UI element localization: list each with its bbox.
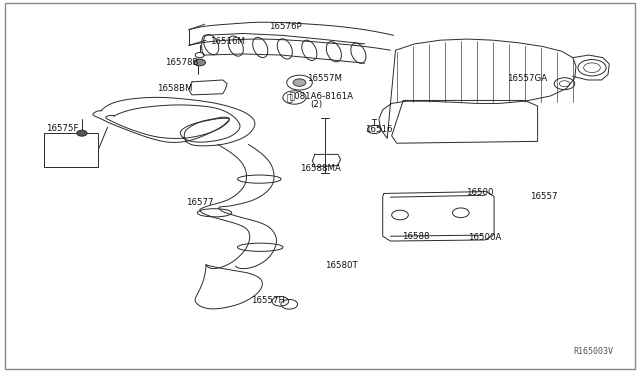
Circle shape <box>194 59 205 66</box>
Text: Ⓑ081A6-8161A: Ⓑ081A6-8161A <box>289 92 353 100</box>
Text: Ⓑ: Ⓑ <box>286 92 292 102</box>
Text: 16580T: 16580T <box>325 262 358 270</box>
Bar <box>44 133 98 167</box>
Text: 16500: 16500 <box>466 188 493 197</box>
Text: 16516: 16516 <box>365 125 392 134</box>
Text: 16588: 16588 <box>402 232 429 241</box>
Text: 16557: 16557 <box>530 192 557 201</box>
Text: 16578B: 16578B <box>165 58 198 67</box>
Text: 16588MA: 16588MA <box>300 164 340 173</box>
Text: (2): (2) <box>310 100 322 109</box>
Text: 16557GA: 16557GA <box>507 74 547 83</box>
Text: 16516M: 16516M <box>210 37 245 46</box>
Text: 16557M: 16557M <box>307 74 342 83</box>
Text: R165003V: R165003V <box>573 347 613 356</box>
Text: 16575F: 16575F <box>46 124 79 133</box>
Circle shape <box>77 130 87 136</box>
Circle shape <box>293 79 306 86</box>
Text: 16557H: 16557H <box>251 296 285 305</box>
Text: 16500A: 16500A <box>468 233 502 242</box>
Text: 1658BM: 1658BM <box>157 84 192 93</box>
Text: 16577: 16577 <box>186 198 213 207</box>
Text: 16576P: 16576P <box>269 22 301 31</box>
